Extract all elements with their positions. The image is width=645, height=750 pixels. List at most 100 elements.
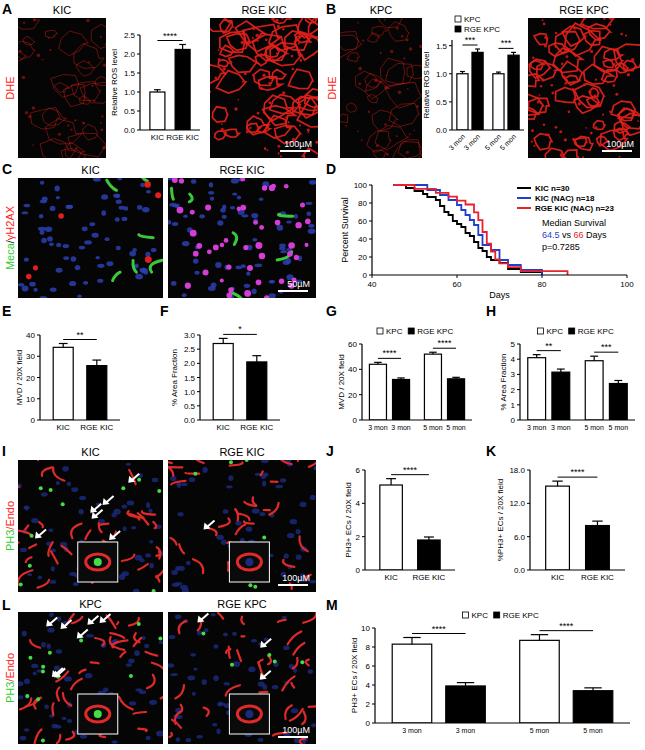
- stain-texture: [22, 285, 29, 291]
- stain-texture: [190, 653, 196, 657]
- significance-label: ****: [570, 467, 585, 477]
- y-tick-label: 6: [356, 466, 361, 475]
- stain-texture: [129, 251, 136, 256]
- stain-texture: [18, 541, 19, 543]
- stain-texture: [309, 460, 316, 467]
- stain-texture: [270, 280, 275, 283]
- error-bar-cap: [511, 52, 516, 53]
- stain-texture: [357, 130, 359, 132]
- stain-texture: [25, 694, 30, 698]
- stain-texture: [31, 518, 39, 523]
- annotation-part: vs: [560, 230, 574, 240]
- y-axis: [199, 335, 200, 420]
- stain-texture: [50, 206, 56, 211]
- x-axis: [375, 722, 630, 723]
- image-label: RGE KPC: [559, 4, 609, 16]
- arrow-head: [204, 523, 211, 530]
- stain-texture: [175, 615, 181, 620]
- stain-texture: [241, 264, 246, 268]
- micrograph-background: [18, 460, 163, 592]
- stain-texture: [615, 93, 618, 96]
- stain-texture: [579, 80, 581, 82]
- stain-texture: [237, 514, 249, 521]
- stain-texture: [308, 669, 313, 674]
- significance-label: *: [238, 324, 242, 334]
- stain-texture: [223, 682, 230, 685]
- stain-texture: [51, 551, 58, 563]
- stain-texture: [29, 545, 36, 549]
- stain-texture: [71, 524, 81, 539]
- stain-texture: [24, 728, 30, 731]
- stain-texture: [95, 256, 100, 259]
- legend-label: KIC n=30: [535, 184, 570, 193]
- stain-texture: [305, 219, 311, 225]
- error-bar: [252, 356, 261, 362]
- stain-texture: [609, 110, 612, 113]
- x-tick-label: 3 mon: [391, 424, 411, 431]
- stain-texture: [414, 130, 416, 132]
- stain-texture: [152, 663, 163, 674]
- stain-texture: [291, 683, 294, 688]
- y-tick-label: 20: [358, 253, 367, 262]
- panel-letter: H: [486, 303, 496, 319]
- stain-texture: [528, 74, 539, 87]
- y-tick-label: 0.0: [184, 416, 196, 425]
- stain-texture: [262, 536, 266, 540]
- stain-texture: [261, 460, 269, 463]
- micrograph-texture: [168, 460, 316, 592]
- y-tick-label: 2: [511, 386, 516, 395]
- x-tick-label: KIC: [551, 573, 565, 582]
- stain-texture: [251, 639, 257, 642]
- stain-texture: [211, 613, 216, 617]
- y-tick-label: 1.5: [124, 69, 136, 78]
- bar: [448, 379, 465, 420]
- panel-letter: F: [160, 303, 169, 319]
- stain-texture: [279, 214, 293, 216]
- stain-texture: [48, 542, 52, 556]
- stain-texture: [285, 705, 292, 719]
- stain-texture: [551, 92, 554, 95]
- y-tick-label: 2: [356, 533, 361, 542]
- stain-texture: [260, 53, 263, 56]
- error-bar: [403, 638, 420, 645]
- stain-texture: [190, 230, 197, 237]
- stain-texture: [311, 723, 316, 727]
- stain-texture: [267, 149, 269, 151]
- stain-texture: [255, 34, 259, 38]
- stain-texture: [70, 129, 72, 131]
- stain-texture: [216, 535, 223, 540]
- stain-texture: [20, 736, 27, 741]
- stain-texture: [183, 214, 188, 218]
- stain-texture: [537, 101, 540, 104]
- stain-texture: [221, 123, 223, 125]
- stain-texture: [45, 31, 57, 38]
- stain-texture: [248, 583, 252, 587]
- stain-texture: [179, 621, 186, 633]
- error-bar: [424, 537, 434, 540]
- plot-area: [457, 49, 519, 130]
- stain-texture: [211, 282, 217, 287]
- stain-texture: [590, 43, 592, 45]
- stain-texture: [271, 184, 276, 189]
- stain-texture: [36, 697, 40, 701]
- stain-texture: [595, 126, 598, 129]
- inset: [78, 542, 118, 582]
- annotation-part: 64.5: [542, 230, 560, 240]
- x-axis: [520, 419, 635, 420]
- stain-texture: [255, 242, 262, 249]
- stain-texture: [566, 55, 569, 58]
- stain-texture: [578, 102, 581, 105]
- stain-texture: [33, 265, 38, 270]
- y-axis-label: Relative ROS level: [110, 49, 119, 116]
- error-bar-stem: [411, 638, 412, 645]
- stain-texture: [202, 467, 207, 473]
- stain-texture: [123, 526, 127, 531]
- stain-texture: [247, 116, 269, 135]
- stain-texture: [54, 186, 59, 192]
- stain-texture: [303, 612, 316, 623]
- stain-texture: [112, 740, 118, 743]
- micrograph-texture: [168, 612, 316, 744]
- stain-texture: [407, 88, 409, 90]
- bar-chart: 0.00.51.01.52.02.53.0% Area FractionKICR…: [170, 324, 280, 432]
- stain-texture: [264, 295, 269, 298]
